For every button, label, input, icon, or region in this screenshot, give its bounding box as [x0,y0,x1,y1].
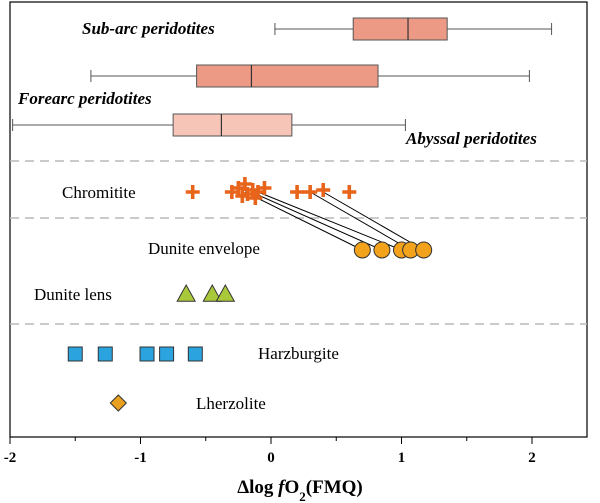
box-iqr [352,17,448,41]
x-axis-label: Δlog fO2(FMQ) [237,477,363,503]
x-axis-label-sub: 2 [299,489,306,503]
chromitite-point [185,185,200,199]
box-iqr [172,113,293,137]
group-label-lherzolite: Lherzolite [196,394,266,413]
chromitite-point [303,185,318,199]
tie-line [322,191,424,251]
box-label-forearc: Forearc peridotites [17,89,152,108]
chromitite-point [290,185,305,199]
boxplots [12,17,553,137]
x-axis-ticks: -2 -1 0 1 2 [4,437,536,466]
harzburgite-point [187,346,203,362]
dunite-lens-point [176,283,197,302]
harzburgite-point [97,346,113,362]
x-axis-label-suffix: (FMQ) [306,477,363,498]
chromitite-point [237,177,252,191]
box-iqr [196,64,379,88]
group-label-dunite-envelope: Dunite envelope [148,239,260,258]
dunite-lens-point [215,283,236,302]
chromitite-point [316,183,331,197]
x-axis-label-main: O [285,477,300,498]
harzburgite-point [139,346,155,362]
x-tick-label: -1 [134,450,147,466]
chromitite-point [257,181,272,195]
dunite-lens-point [202,283,223,302]
plot-area-frame [9,1,588,438]
x-tick-label: 0 [267,450,275,466]
tie-line [257,191,402,251]
x-axis-label-italic: f [278,477,286,498]
dunite-envelope-point [373,241,391,259]
x-tick-label: 1 [398,450,406,466]
x-axis-label-prefix: Δlog [237,477,278,498]
harzburgite-point [159,346,175,362]
tie-lines [244,191,424,251]
tie-line [244,191,363,251]
chromitite-point [342,185,357,199]
x-tick-label: 2 [528,450,536,466]
tie-line [251,191,383,251]
dunite-envelope-point [353,241,371,259]
group-label-chromitite: Chromitite [62,183,136,202]
group-label-harzburgite: Harzburgite [258,344,339,363]
dunite-envelope-point [415,241,433,259]
tie-line [309,191,411,251]
lherzolite-point [109,394,128,412]
box-label-sub-arc: Sub-arc peridotites [82,19,215,38]
box-label-abyssal: Abyssal peridotites [405,129,537,148]
harzburgite-point [67,346,83,362]
x-tick-label: -2 [4,450,17,466]
group-label-dunite-lens: Dunite lens [34,285,112,304]
data-points [67,177,433,412]
